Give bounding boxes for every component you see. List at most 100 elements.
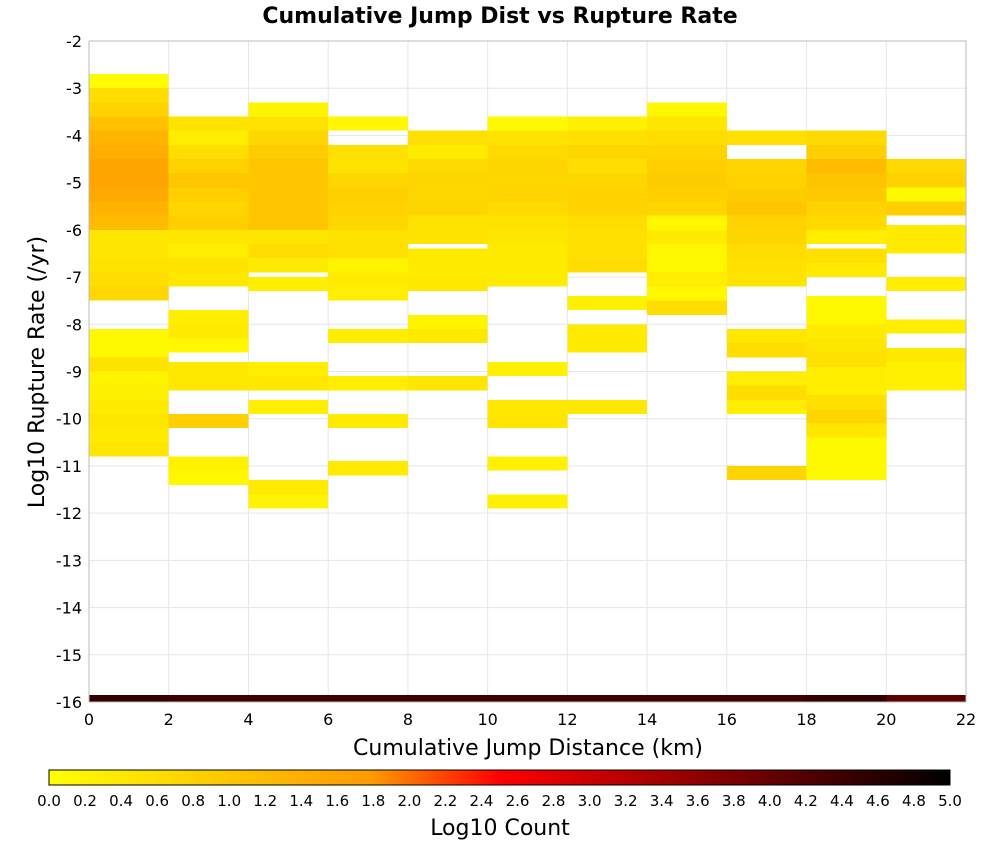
heatmap-cell [407, 329, 488, 344]
heatmap-cell [89, 201, 169, 216]
heatmap-cell [886, 362, 966, 377]
y-tick-label: -11 [56, 457, 82, 476]
colorbar-tick-label: 0.8 [181, 792, 205, 810]
y-tick-label: -3 [66, 79, 82, 98]
colorbar-tick-label: 3.4 [650, 792, 674, 810]
heatmap-cell [567, 258, 648, 273]
heatmap-cell [567, 324, 648, 339]
floor-band-cell [89, 694, 169, 702]
x-tick-label: 8 [403, 710, 413, 729]
heatmap-cell [487, 130, 568, 145]
heatmap-cell [407, 187, 488, 202]
heatmap-cell [567, 244, 648, 259]
heatmap-cell [248, 187, 329, 202]
heatmap-cell [647, 215, 727, 230]
heatmap-cell [89, 159, 169, 174]
colorbar-tick-label: 2.0 [397, 792, 421, 810]
heatmap-cell [248, 144, 329, 160]
heatmap-cell [89, 399, 169, 414]
heatmap-cell [726, 371, 807, 386]
x-tick-label: 18 [796, 710, 816, 729]
colorbar-tick-label: 2.6 [506, 792, 530, 810]
heatmap-cell [487, 413, 568, 429]
heatmap-cell [89, 272, 169, 287]
x-tick-label: 22 [956, 710, 976, 729]
colorbar-tick-label: 3.6 [686, 792, 710, 810]
colorbar-tick-label: 3.0 [578, 792, 602, 810]
heatmap-cell [89, 385, 169, 400]
heatmap-cell [487, 215, 568, 230]
heatmap-cell [806, 130, 887, 145]
floor-band-cell [168, 694, 249, 702]
heatmap-cell [647, 173, 727, 188]
heatmap-cell [89, 130, 169, 145]
heatmap-cell [726, 201, 807, 216]
heatmap-cell [328, 258, 408, 273]
y-tick-label: -12 [56, 504, 82, 523]
heatmap-cell [328, 187, 408, 202]
heatmap-cell [647, 201, 727, 216]
heatmap-cell [806, 437, 887, 452]
heatmap-cell [647, 130, 727, 145]
x-tick-label: 16 [717, 710, 737, 729]
heatmap-cell [168, 338, 249, 353]
heatmap-cell [89, 102, 169, 117]
heatmap-cell [407, 215, 488, 230]
colorbar-ticks: 0.0 0.2 0.4 0.6 0.8 1.0 1.2 1.4 1.6 1.8 2.0 2.2 2.4 2… [37, 792, 962, 810]
floor-band-cell [886, 694, 966, 702]
heatmap-cell [726, 159, 807, 174]
heatmap-cell [487, 494, 568, 509]
heatmap-cell [487, 187, 568, 202]
heatmap-cell [89, 116, 169, 131]
y-tick-label: -4 [66, 126, 82, 145]
heatmap-cell [328, 376, 408, 391]
heatmap-cell [806, 310, 887, 325]
heatmap-cell [328, 413, 408, 429]
x-tick-label: 20 [876, 710, 896, 729]
heatmap-cell [407, 314, 488, 330]
heatmap-cell [407, 376, 488, 391]
heatmap-cell [726, 258, 807, 273]
heatmap-cell [647, 102, 727, 117]
heatmap-cell [886, 319, 966, 334]
heatmap-cell [168, 173, 249, 188]
heatmap-cell [168, 144, 249, 160]
heatmap-cell [806, 465, 887, 481]
chart-title: Cumulative Jump Dist vs Rupture Rate [262, 4, 737, 29]
heatmap-cell [726, 229, 807, 245]
heatmap-cell [248, 494, 329, 509]
heatmap-cell [168, 201, 249, 216]
heatmap-cell [248, 116, 329, 131]
floor-band-cell [647, 694, 727, 702]
colorbar-tick-label: 4.4 [830, 792, 854, 810]
heatmap-cell [806, 423, 887, 438]
heatmap-cell [567, 187, 648, 202]
heatmap-cell [647, 144, 727, 160]
floor-band-cell [328, 694, 408, 702]
heatmap-cell [567, 399, 648, 414]
heatmap-cell [806, 380, 887, 396]
heatmap-cell [886, 201, 966, 216]
heatmap-cell [806, 201, 887, 216]
heatmap-cell [328, 173, 408, 188]
heatmap-cell [726, 244, 807, 259]
heatmap-cell [407, 277, 488, 292]
heatmap-cell [726, 343, 807, 358]
heatmap-cell [806, 159, 887, 174]
heatmap-cell [726, 465, 807, 481]
floor-band-cell [487, 694, 568, 702]
colorbar-tick-label: 0.4 [109, 792, 133, 810]
heatmap-cell [168, 272, 249, 287]
heatmap-cell [168, 215, 249, 230]
heatmap-cell [886, 159, 966, 174]
colorbar-tick-label: 4.2 [794, 792, 818, 810]
x-tick-label: 0 [84, 710, 94, 729]
heatmap-cell [487, 201, 568, 216]
y-tick-label: -9 [66, 363, 82, 382]
heatmap-cell [647, 187, 727, 202]
heatmap-cell [487, 456, 568, 471]
heatmap-cell [89, 215, 169, 230]
heatmap-cell [248, 215, 329, 230]
y-tick-label: -5 [66, 174, 82, 193]
heatmap-cell [567, 201, 648, 216]
